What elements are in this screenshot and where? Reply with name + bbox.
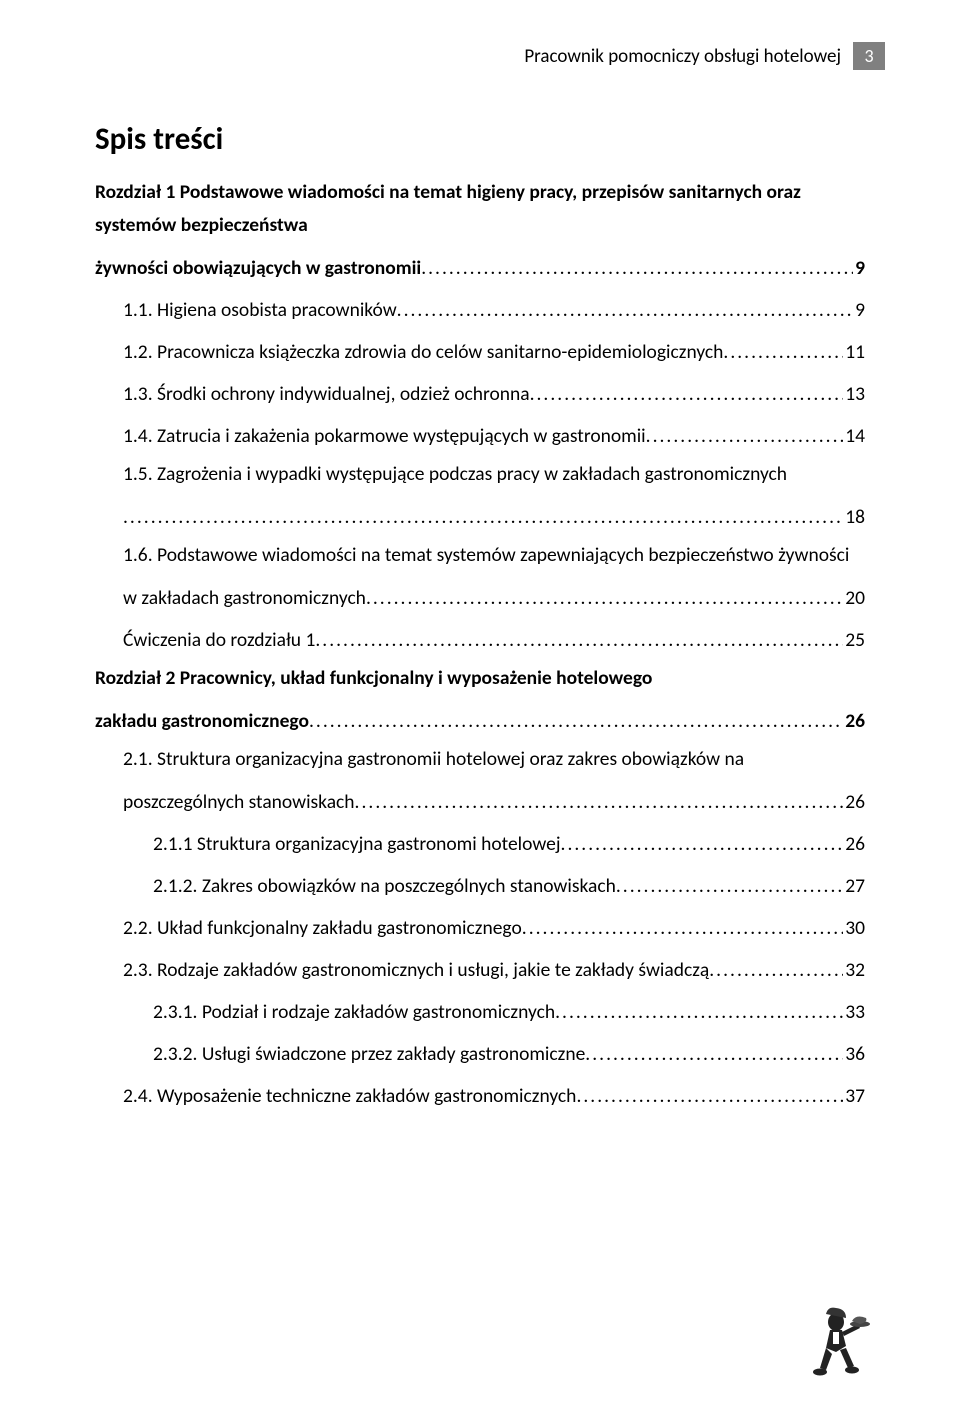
toc-leader-dots [616, 866, 843, 908]
toc-entry-text: 1.2. Pracownicza książeczka zdrowia do c… [123, 332, 723, 374]
toc-entry-text: 1.5. Zagrożenia i wypadki występujące po… [123, 458, 865, 497]
toc-entry: 2.4. Wyposażenie techniczne zakładów gas… [95, 1076, 865, 1118]
toc-entry-page: 14 [843, 416, 865, 458]
toc-leader-dots [576, 1076, 843, 1118]
toc-entry-text: 2.1. Struktura organizacyjna gastronomii… [123, 743, 865, 782]
toc-entry: 2.1.1 Struktura organizacyjna gastronomi… [95, 824, 865, 866]
toc-entry: 1.1. Higiena osobista pracowników 9 [95, 290, 865, 332]
toc-entry-text-tail: poszczególnych stanowiskach [123, 782, 355, 824]
toc-entry-page: 27 [843, 866, 865, 908]
toc-leader-dots [421, 248, 853, 290]
toc-leader-dots [555, 992, 843, 1034]
toc-leader-dots [646, 416, 844, 458]
toc-leader-dots [530, 374, 844, 416]
toc-entry-text-tail: żywności obowiązujących w gastronomii [95, 248, 421, 290]
toc-entry-text: 2.1.1 Struktura organizacyjna gastronomi… [153, 824, 561, 866]
toc-entry-page: 26 [843, 782, 865, 824]
toc-leader-dots [366, 578, 843, 620]
toc-entry-text: 1.4. Zatrucia i zakażenia pokarmowe wyst… [123, 416, 646, 458]
toc-leader-dots [397, 290, 853, 332]
waiter-illustration-icon [806, 1304, 870, 1380]
toc-entry-text: 1.6. Podstawowe wiadomości na temat syst… [123, 539, 865, 578]
toc-entry-page: 30 [843, 908, 865, 950]
toc-leader-dots [315, 620, 843, 662]
toc-entry-text: Rozdział 1 Podstawowe wiadomości na tema… [95, 176, 865, 248]
toc-entry-page: 13 [843, 374, 865, 416]
toc-entry-page: 37 [843, 1076, 865, 1118]
toc-entry-page: 9 [853, 290, 865, 332]
toc-leader-dots [709, 950, 843, 992]
toc-entry-text: Ćwiczenia do rozdziału 1 [123, 620, 315, 662]
toc-entry: 2.3. Rodzaje zakładów gastronomicznych i… [95, 950, 865, 992]
toc-entry-text: 2.3.2. Usługi świadczone przez zakłady g… [153, 1034, 585, 1076]
toc-entry-page: 33 [843, 992, 865, 1034]
header-title: Pracownik pomocniczy obsługi hotelowej [524, 45, 841, 68]
toc-entry: 2.1. Struktura organizacyjna gastronomii… [95, 743, 865, 824]
toc-entry-page: 20 [843, 578, 865, 620]
toc-entry: Rozdział 2 Pracownicy, układ funkcjonaln… [95, 662, 865, 743]
toc-entry: 2.3.1. Podział i rodzaje zakładów gastro… [95, 992, 865, 1034]
toc-leader-dots [522, 908, 843, 950]
toc-entry-text: 1.3. Środki ochrony indywidualnej, odzie… [123, 374, 530, 416]
toc-entry: 1.4. Zatrucia i zakażenia pokarmowe wyst… [95, 416, 865, 458]
toc-entry-page: 32 [843, 950, 865, 992]
toc-entry-text: 2.3.1. Podział i rodzaje zakładów gastro… [153, 992, 555, 1034]
toc-entry-text-tail: zakładu gastronomicznego [95, 701, 309, 743]
toc-entry: 1.6. Podstawowe wiadomości na temat syst… [95, 539, 865, 620]
toc-entry: 1.5. Zagrożenia i wypadki występujące po… [95, 458, 865, 539]
toc-entry-page: 18 [843, 497, 865, 539]
page-number-badge: 3 [853, 42, 885, 70]
toc-entry-text: 2.2. Układ funkcjonalny zakładu gastrono… [123, 908, 522, 950]
toc-leader-dots [723, 332, 843, 374]
toc-entry-page: 9 [853, 248, 865, 290]
toc-entry-page: 36 [843, 1034, 865, 1076]
toc-title: Spis treści [95, 120, 865, 158]
toc-entry: 2.1.2. Zakres obowiązków na poszczególny… [95, 866, 865, 908]
toc-entry: Ćwiczenia do rozdziału 1 25 [95, 620, 865, 662]
toc-entry-page: 26 [843, 824, 865, 866]
toc-entry-text-tail: w zakładach gastronomicznych [123, 578, 366, 620]
toc-entry-text: 2.4. Wyposażenie techniczne zakładów gas… [123, 1076, 576, 1118]
toc-leader-dots [355, 782, 844, 824]
toc-entry: 1.2. Pracownicza książeczka zdrowia do c… [95, 332, 865, 374]
toc-entry-text: 1.1. Higiena osobista pracowników [123, 290, 397, 332]
toc-entry-page: 11 [843, 332, 865, 374]
toc-entry-page: 25 [843, 620, 865, 662]
toc-entry-text: 2.3. Rodzaje zakładów gastronomicznych i… [123, 950, 709, 992]
toc-leader-dots [585, 1034, 843, 1076]
toc-entry-text: Rozdział 2 Pracownicy, układ funkcjonaln… [95, 662, 865, 701]
toc-leader-dots [561, 824, 844, 866]
toc-entry: Rozdział 1 Podstawowe wiadomości na tema… [95, 176, 865, 290]
toc-leader-dots [123, 497, 843, 539]
toc-entry: 1.3. Środki ochrony indywidualnej, odzie… [95, 374, 865, 416]
toc-container: Rozdział 1 Podstawowe wiadomości na tema… [95, 176, 865, 1118]
toc-leader-dots [309, 701, 843, 743]
toc-entry: 2.3.2. Usługi świadczone przez zakłady g… [95, 1034, 865, 1076]
toc-entry-text: 2.1.2. Zakres obowiązków na poszczególny… [153, 866, 616, 908]
header-bar: Pracownik pomocniczy obsługi hotelowej 3 [524, 42, 885, 70]
toc-entry: 2.2. Układ funkcjonalny zakładu gastrono… [95, 908, 865, 950]
toc-entry-page: 26 [843, 701, 865, 743]
